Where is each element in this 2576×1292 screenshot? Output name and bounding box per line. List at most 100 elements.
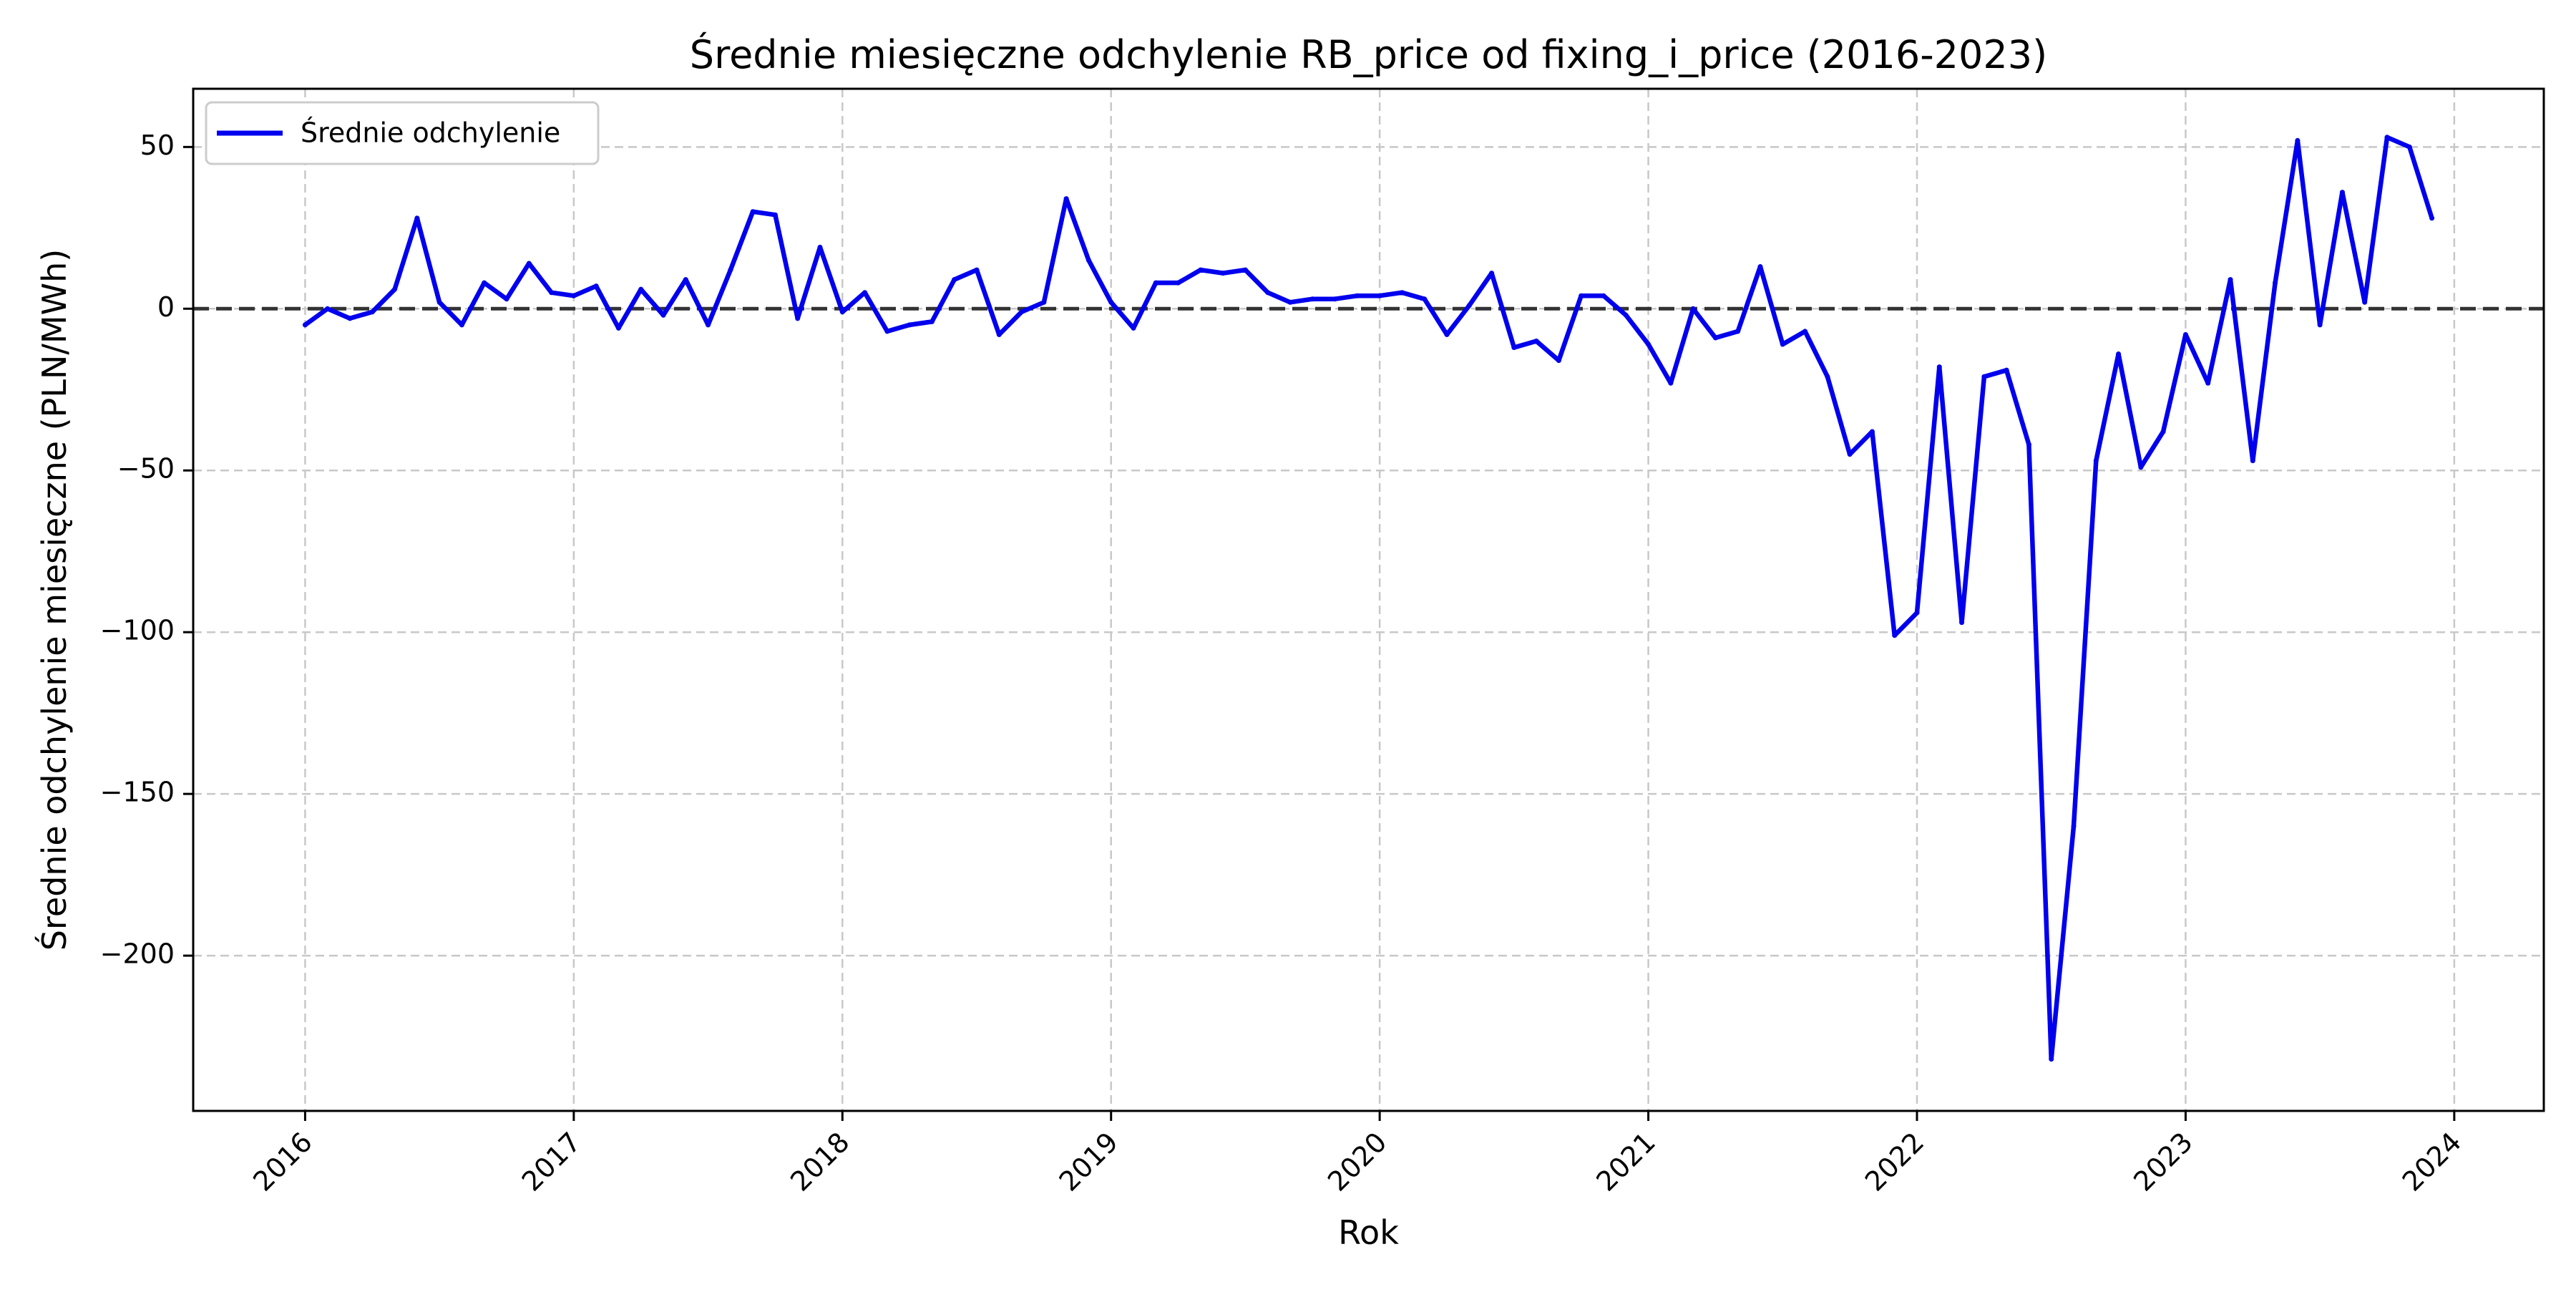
legend-box [205,101,600,165]
data-point [504,296,509,302]
data-point [1556,358,1561,364]
data-point [1220,271,1226,276]
data-point [2429,215,2435,221]
data-point [1041,299,1047,305]
x-tick-label: 2021 [1590,1126,1662,1198]
data-point [1063,196,1069,202]
data-point [1802,329,1808,334]
y-axis-label: Średnie odchylenie miesięczne (PLN/MWh) [35,249,74,951]
data-point [1869,429,1875,434]
data-point [436,299,442,305]
data-point [459,322,464,328]
series-line [303,135,2434,1062]
data-point [2317,322,2323,328]
data-point [1533,338,1539,344]
legend: Średnie odchylenie [205,101,600,165]
x-tick-label: 2016 [247,1126,318,1198]
data-point [1377,293,1382,298]
y-axis-ticks: 50 0 −50 −100 −150 −200 [100,130,193,970]
data-point [750,209,756,215]
data-point [571,293,577,298]
y-tick-label: −150 [100,777,175,808]
data-point [884,329,890,334]
data-point [907,322,912,328]
data-point [2406,144,2412,150]
data-point [2295,137,2301,143]
data-point [347,316,353,321]
data-point [706,322,711,328]
data-point [1489,271,1495,276]
data-point [2160,429,2166,434]
data-point [392,286,398,292]
x-axis-label: Rok [1338,1213,1399,1252]
data-point [1757,264,1763,270]
x-tick-label: 2019 [1053,1126,1125,1198]
data-point [1825,374,1830,379]
data-point [1242,267,1248,273]
data-point [929,319,935,324]
data-point [2362,299,2368,305]
data-point [1959,620,1965,626]
data-point [1892,633,1898,638]
data-point [728,267,733,273]
data-point [482,280,487,286]
data-point [1780,341,1785,347]
data-point [862,290,868,296]
x-tick-label: 2024 [2396,1126,2468,1198]
data-point [302,322,308,328]
plot-frame [192,87,2545,1112]
y-tick-label: 0 [157,291,175,323]
data-point [1332,296,1338,302]
data-point [1623,312,1629,318]
data-point [1668,380,1674,386]
data-point [1579,293,1584,298]
data-point [2026,442,2031,447]
data-point [414,215,420,221]
data-point [2116,351,2122,357]
data-point [2205,380,2211,386]
data-point [2182,331,2188,337]
data-point [1735,329,1741,334]
data-point [2250,458,2255,464]
data-point [683,277,688,283]
data-point [1444,331,1450,337]
series-layer [302,135,2435,1062]
data-point [2339,190,2345,195]
data-point [526,261,532,266]
data-point [549,290,555,296]
x-tick-label: 2020 [1322,1126,1393,1198]
data-point [1466,303,1472,309]
data-point [2093,458,2099,464]
data-point [325,306,331,311]
data-point [2228,277,2233,283]
data-point [1936,364,1942,370]
grid [193,89,2544,1111]
data-point [1690,306,1696,311]
data-point [1176,280,1181,286]
data-point [1355,293,1360,298]
data-point [952,277,957,283]
data-point [1085,258,1091,263]
data-point [1511,345,1517,351]
data-point [1309,296,1315,302]
data-point [795,316,801,321]
data-point [369,309,375,315]
data-point [593,283,599,289]
data-point [1153,280,1158,286]
data-point [1646,341,1652,347]
data-point [1399,290,1405,296]
data-point [638,286,644,292]
data-point [1265,290,1271,296]
data-point [2138,465,2144,470]
data-point [2049,1057,2054,1062]
data-point [2384,135,2390,140]
x-tick-label: 2022 [1859,1126,1931,1198]
data-point [839,309,845,315]
x-axis-ticks: 2016 2017 2018 2019 2020 2021 2022 2023 2024 [247,1111,2467,1198]
data-point [1131,325,1136,331]
data-point [974,267,980,273]
x-tick-label: 2018 [784,1126,856,1198]
x-tick-label: 2017 [516,1126,587,1198]
